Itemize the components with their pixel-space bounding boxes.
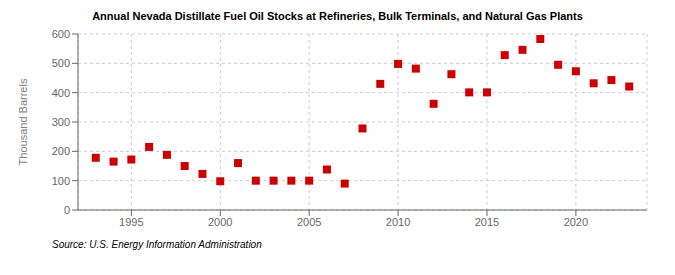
svg-text:2005: 2005 [297,216,321,228]
svg-text:100: 100 [52,175,70,187]
svg-text:2015: 2015 [475,216,499,228]
svg-text:500: 500 [52,57,70,69]
svg-text:600: 600 [52,28,70,40]
svg-text:0: 0 [64,204,70,216]
html-text:Annual Nevada Distillate Fuel: Annual Nevada Distillate Fuel Oil Stocks… [92,10,583,22]
svg-text:2000: 2000 [208,216,232,228]
svg-text:200: 200 [52,145,70,157]
svg-text:2020: 2020 [564,216,588,228]
svg-text:Thousand Barrels: Thousand Barrels [17,78,29,165]
svg-text:2010: 2010 [386,216,410,228]
html-text:Source: U.S. Energy Informatio: Source: U.S. Energy Information Administ… [52,239,262,250]
svg-text:300: 300 [52,116,70,128]
svg-text:400: 400 [52,87,70,99]
svg-text:1995: 1995 [119,216,143,228]
